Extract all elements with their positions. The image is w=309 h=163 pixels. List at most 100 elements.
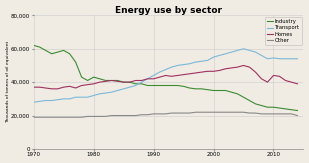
Industry xyxy=(122,81,125,83)
Homes xyxy=(272,74,275,76)
Industry xyxy=(182,85,185,87)
Homes xyxy=(92,83,95,85)
Industry xyxy=(134,83,138,85)
Transport xyxy=(272,57,275,59)
Transport xyxy=(296,58,299,60)
Other xyxy=(170,112,173,114)
Homes xyxy=(164,74,167,76)
Industry xyxy=(158,85,161,87)
Industry xyxy=(92,76,95,78)
Transport xyxy=(212,56,215,58)
Other xyxy=(194,111,197,113)
Y-axis label: Thousands of tonnes of oil equivalent: Thousands of tonnes of oil equivalent xyxy=(6,41,10,123)
Transport xyxy=(164,69,167,71)
Industry xyxy=(248,100,251,102)
Transport xyxy=(122,88,125,90)
Industry xyxy=(206,89,210,91)
Homes xyxy=(128,81,131,83)
Transport xyxy=(38,100,41,102)
Homes xyxy=(110,80,113,82)
Transport xyxy=(104,92,108,94)
Homes xyxy=(104,80,108,82)
Homes xyxy=(116,80,120,82)
Industry xyxy=(62,49,66,51)
Transport xyxy=(260,54,263,56)
Industry xyxy=(242,96,245,98)
Transport xyxy=(176,65,180,67)
Other xyxy=(38,116,41,118)
Industry xyxy=(194,88,197,90)
Line: Industry: Industry xyxy=(34,45,298,111)
Other xyxy=(146,114,150,116)
Transport xyxy=(68,98,71,100)
Transport xyxy=(152,74,155,76)
Industry xyxy=(218,89,221,91)
Other xyxy=(110,115,113,117)
Transport xyxy=(116,89,120,91)
Other xyxy=(44,116,48,118)
Other xyxy=(86,115,90,117)
Homes xyxy=(152,78,155,80)
Industry xyxy=(284,108,287,110)
Homes xyxy=(266,81,269,83)
Industry xyxy=(224,89,227,91)
Other xyxy=(272,113,275,115)
Homes xyxy=(176,74,180,76)
Other xyxy=(140,114,143,116)
Industry xyxy=(277,107,281,109)
Other xyxy=(206,111,210,113)
Homes xyxy=(194,72,197,74)
Other xyxy=(284,113,287,115)
Other xyxy=(62,116,66,118)
Transport xyxy=(158,71,161,73)
Transport xyxy=(182,64,185,66)
Industry xyxy=(170,85,173,87)
Other xyxy=(212,111,215,113)
Industry xyxy=(212,89,215,91)
Transport xyxy=(277,58,281,60)
Transport xyxy=(218,54,221,56)
Homes xyxy=(56,88,60,90)
Homes xyxy=(182,74,185,76)
Transport xyxy=(50,100,53,102)
Homes xyxy=(200,71,203,73)
Transport xyxy=(86,96,90,98)
Industry xyxy=(296,110,299,111)
Transport xyxy=(128,86,131,88)
Industry xyxy=(230,91,233,93)
Homes xyxy=(212,70,215,72)
Homes xyxy=(236,66,239,68)
Industry xyxy=(104,80,108,82)
Other xyxy=(296,115,299,117)
Industry xyxy=(110,80,113,82)
Industry xyxy=(50,53,53,55)
Line: Transport: Transport xyxy=(34,49,298,102)
Homes xyxy=(32,86,36,88)
Transport xyxy=(194,61,197,63)
Homes xyxy=(86,84,90,86)
Other xyxy=(128,115,131,117)
Title: Energy use by sector: Energy use by sector xyxy=(115,6,222,15)
Homes xyxy=(62,86,66,88)
Other xyxy=(152,113,155,115)
Industry xyxy=(236,93,239,95)
Other xyxy=(230,111,233,113)
Industry xyxy=(74,61,78,63)
Other xyxy=(116,115,120,117)
Transport xyxy=(254,51,257,53)
Homes xyxy=(170,75,173,77)
Homes xyxy=(242,65,245,67)
Other xyxy=(122,115,125,117)
Transport xyxy=(242,48,245,50)
Transport xyxy=(56,99,60,101)
Transport xyxy=(98,93,101,95)
Homes xyxy=(296,83,299,85)
Other xyxy=(218,111,221,113)
Industry xyxy=(200,88,203,90)
Other xyxy=(290,113,293,115)
Homes xyxy=(44,87,48,89)
Other xyxy=(92,115,95,117)
Industry xyxy=(188,87,191,89)
Other xyxy=(260,113,263,115)
Transport xyxy=(236,49,239,51)
